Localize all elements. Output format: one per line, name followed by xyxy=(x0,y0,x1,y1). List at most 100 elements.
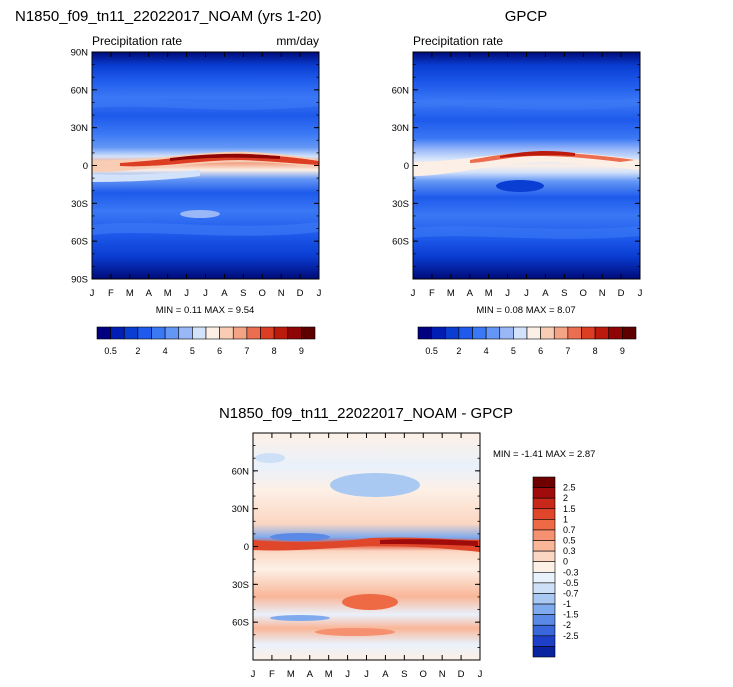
colorbar-label: -0.5 xyxy=(563,578,579,588)
colorbar-swatch xyxy=(96,326,111,340)
panel-model-stats: MIN = 0.11 MAX = 9.54 xyxy=(156,305,255,316)
x-tick-label: M xyxy=(325,669,333,680)
colorbar-swatch xyxy=(553,326,569,340)
colorbar-swatch xyxy=(526,326,541,340)
panel-model-subtitle-right: mm/day xyxy=(276,34,319,48)
x-tick-label: A xyxy=(146,288,153,299)
colorbar-label: 2 xyxy=(563,493,568,503)
colorbar-swatch xyxy=(513,326,528,340)
x-tick-label: N xyxy=(599,288,606,299)
x-tick-label: J xyxy=(505,288,510,299)
colorbar-label: -2.5 xyxy=(563,631,579,641)
x-tick-label: F xyxy=(108,288,114,299)
x-tick-label: D xyxy=(458,669,465,680)
colorbar-label: -1.5 xyxy=(563,610,579,620)
colorbar-swatch xyxy=(532,529,556,541)
colorbar-swatch xyxy=(499,326,514,340)
x-tick-label: D xyxy=(618,288,625,299)
y-tick-label: 90S xyxy=(71,275,88,286)
colorbar-swatch xyxy=(532,635,556,647)
x-tick-label: M xyxy=(287,669,295,680)
x-tick-label: J xyxy=(317,288,322,299)
colorbar-swatch xyxy=(260,326,275,340)
y-tick-label: 60N xyxy=(232,466,250,477)
colorbar-label: 7 xyxy=(244,346,249,356)
colorbar-label: 4 xyxy=(484,346,489,356)
colorbar-swatch xyxy=(532,519,556,531)
x-tick-label: J xyxy=(478,669,483,680)
colorbar-swatch xyxy=(532,561,556,573)
colorbar-swatch xyxy=(232,326,248,340)
x-tick-label: N xyxy=(439,669,446,680)
panel-diff-colorbar: 2.521.510.70.50.30-0.3-0.5-0.7-1-1.5-2-2… xyxy=(532,476,579,658)
y-tick-label: 30S xyxy=(392,199,409,210)
x-tick-label: J xyxy=(345,669,350,680)
colorbar-label: -0.7 xyxy=(563,588,579,598)
colorbar-label: 9 xyxy=(620,346,625,356)
x-tick-label: J xyxy=(524,288,529,299)
panel-model-sh-maximum xyxy=(180,210,220,218)
y-tick-label: 0 xyxy=(404,161,409,172)
colorbar-label: 8 xyxy=(272,346,277,356)
colorbar-swatch xyxy=(123,326,139,340)
colorbar-label: -1 xyxy=(563,599,571,609)
panel-diff-sh-positive xyxy=(342,594,398,610)
colorbar-swatch xyxy=(532,540,556,552)
colorbar-label: 2 xyxy=(135,346,140,356)
x-tick-label: A xyxy=(307,669,314,680)
colorbar-swatch xyxy=(532,487,556,499)
colorbar-swatch xyxy=(567,326,582,340)
x-tick-label: S xyxy=(401,669,407,680)
colorbar-swatch xyxy=(164,326,180,340)
colorbar-swatch xyxy=(532,646,556,658)
y-tick-label: 0 xyxy=(83,161,88,172)
colorbar-label: -0.3 xyxy=(563,567,579,577)
colorbar-swatch xyxy=(532,497,556,510)
colorbar-swatch xyxy=(287,326,302,340)
x-tick-label: J xyxy=(411,288,416,299)
x-tick-label: M xyxy=(447,288,455,299)
x-tick-label: O xyxy=(580,288,587,299)
colorbar-label: 0.3 xyxy=(563,546,576,556)
colorbar-swatch xyxy=(472,326,487,340)
colorbar-label: 0.5 xyxy=(563,536,576,546)
panel-gpcp-colorbar: 0.5 2 4 5 6 7 8 9 xyxy=(417,326,637,356)
colorbar-label: 5 xyxy=(511,346,516,356)
x-tick-label: J xyxy=(184,288,189,299)
x-tick-label: S xyxy=(561,288,567,299)
panel-gpcp-dry-zone xyxy=(496,180,544,192)
panel-diff: N1850_f09_tn11_22022017_NOAM - GPCP 60N 3… xyxy=(219,405,595,680)
colorbar-swatch xyxy=(532,614,556,626)
x-tick-label: J xyxy=(203,288,208,299)
x-tick-label: F xyxy=(429,288,435,299)
x-tick-label: S xyxy=(240,288,246,299)
x-tick-label: F xyxy=(269,669,275,680)
colorbar-label: 1 xyxy=(563,514,568,524)
colorbar-label: 9 xyxy=(299,346,304,356)
colorbar-swatch xyxy=(192,326,207,340)
panel-gpcp-title: GPCP xyxy=(505,8,548,25)
x-tick-label: J xyxy=(90,288,95,299)
panel-gpcp-stats: MIN = 0.08 MAX = 8.07 xyxy=(476,305,575,316)
colorbar-swatch xyxy=(532,582,556,594)
x-tick-label: A xyxy=(382,669,389,680)
colorbar-swatch xyxy=(219,326,234,340)
colorbar-label: 8 xyxy=(593,346,598,356)
x-tick-label: J xyxy=(251,669,256,680)
panel-model-colorbar: 0.5 2 4 5 6 7 8 9 xyxy=(96,326,316,356)
colorbar-label: 7 xyxy=(565,346,570,356)
colorbar-swatch xyxy=(532,508,556,520)
colorbar-swatch xyxy=(581,326,596,340)
x-tick-label: N xyxy=(278,288,285,299)
y-tick-label: 30S xyxy=(71,199,88,210)
colorbar-swatch xyxy=(532,571,556,584)
x-tick-label: D xyxy=(297,288,304,299)
x-tick-label: A xyxy=(467,288,474,299)
panel-model-itcz-max xyxy=(170,153,280,161)
colorbar-swatch xyxy=(532,603,556,615)
x-tick-label: M xyxy=(485,288,493,299)
colorbar-swatch xyxy=(301,326,316,340)
colorbar-swatch xyxy=(532,476,556,488)
colorbar-swatch xyxy=(431,326,446,340)
panel-diff-stats: MIN = -1.41 MAX = 2.87 xyxy=(493,449,595,460)
